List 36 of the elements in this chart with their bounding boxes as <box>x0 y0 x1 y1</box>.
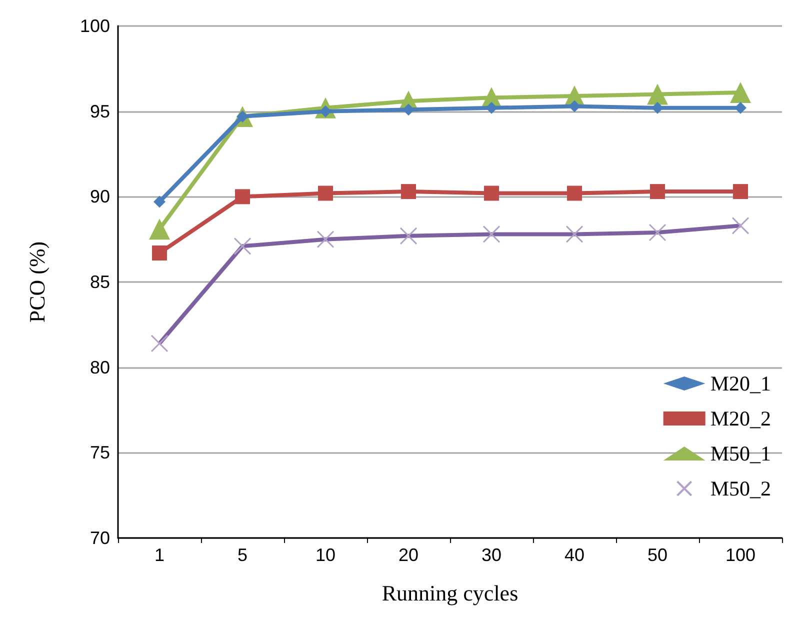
point <box>730 82 751 104</box>
legend-label: M50_2 <box>710 476 772 500</box>
x-tick-label: 1 <box>154 545 165 565</box>
x-tick-label: 10 <box>315 545 336 565</box>
y-tick-label: 80 <box>90 357 110 378</box>
legend-label: M20_1 <box>710 372 772 396</box>
point <box>650 184 665 200</box>
point <box>568 100 580 112</box>
legend-label: M50_1 <box>710 442 772 466</box>
point <box>154 196 166 208</box>
point <box>733 184 748 200</box>
y-tick-label: 90 <box>90 186 110 207</box>
y-tick-label: 100 <box>80 16 110 36</box>
y-tick-label: 95 <box>90 101 110 122</box>
x-axis-title: Running cycles <box>382 580 518 606</box>
point <box>567 186 582 201</box>
y-axis-title: PCO (%) <box>24 241 50 323</box>
point <box>235 189 250 204</box>
point <box>734 102 746 114</box>
point <box>318 186 333 201</box>
legend-label: M20_2 <box>710 406 772 430</box>
x-tick-label: 50 <box>647 545 668 565</box>
point <box>401 184 416 200</box>
x-tick-label: 5 <box>237 545 248 565</box>
x-tick-label: 30 <box>481 545 502 565</box>
point <box>484 186 499 201</box>
x-tick-label: 100 <box>725 545 756 565</box>
point <box>647 84 668 105</box>
x-tick-label: 40 <box>564 545 585 565</box>
point <box>152 245 167 260</box>
y-tick-label: 75 <box>90 442 110 463</box>
point <box>149 218 170 240</box>
x-tick-label: 20 <box>398 545 419 565</box>
point <box>652 102 664 114</box>
y-tick-label: 70 <box>90 528 110 548</box>
y-tick-label: 85 <box>90 272 110 292</box>
